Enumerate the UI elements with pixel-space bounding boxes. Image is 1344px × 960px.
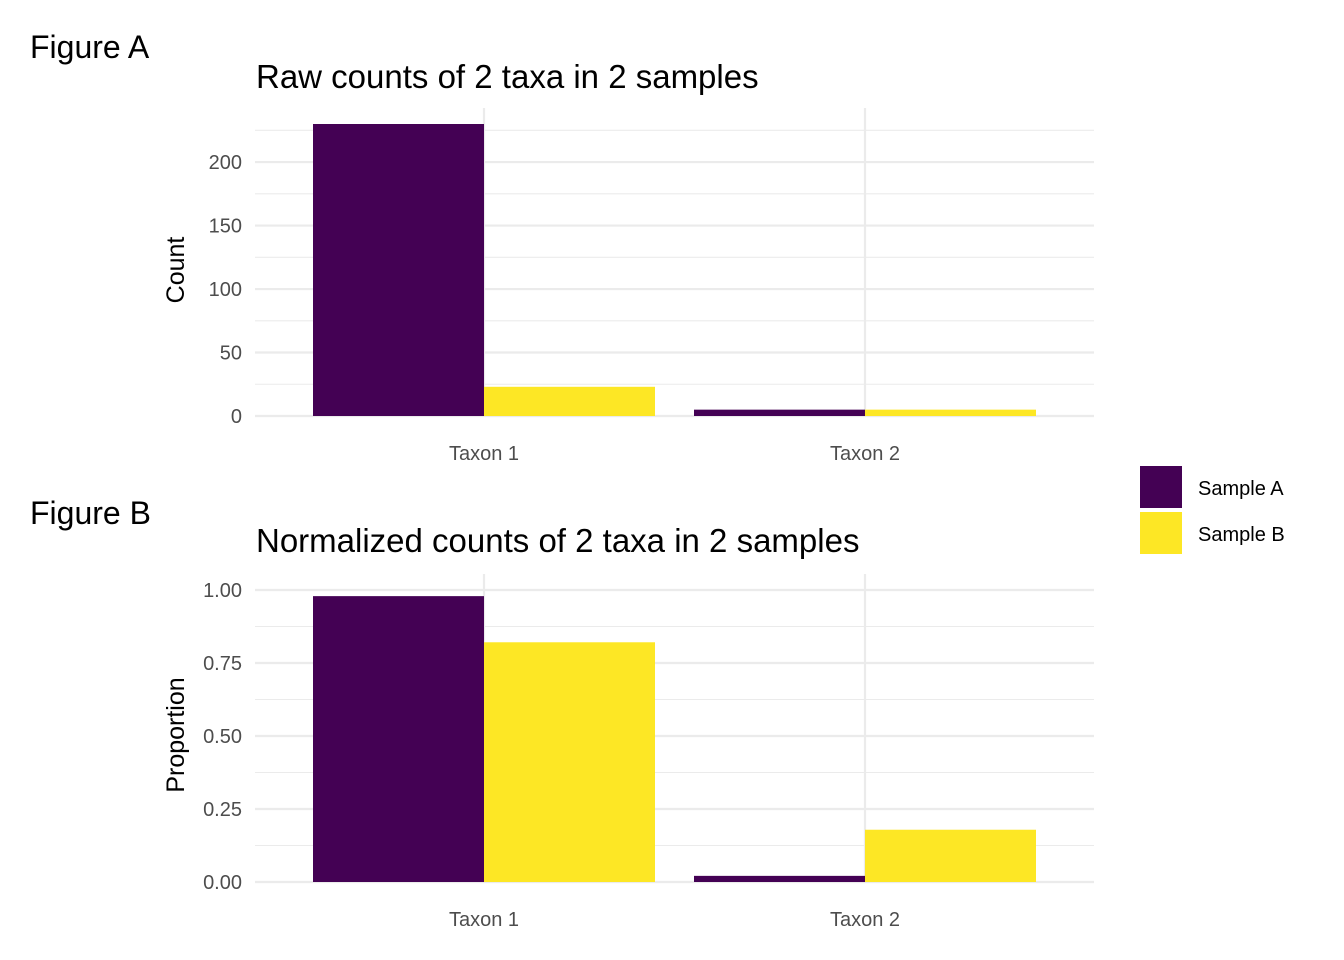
- y-axis-label: Proportion: [162, 677, 190, 792]
- y-tick-label: 0: [231, 406, 242, 428]
- figure-b-label: Figure B: [30, 495, 151, 531]
- chart-title: Raw counts of 2 taxa in 2 samples: [256, 58, 759, 95]
- legend-swatch-sample-a: [1140, 466, 1182, 508]
- bar-sample-b-taxon-1: [484, 386, 655, 416]
- figure-b-chart: 0.00 0.25 0.50 0.75 1.00 Taxon 1 Taxon 2 Normal…: [162, 522, 1094, 931]
- y-tick-label: 0.00: [203, 872, 242, 894]
- x-tick-label: Taxon 2: [830, 443, 900, 465]
- legend: Sample A Sample B: [1140, 466, 1285, 554]
- chart-title: Normalized counts of 2 taxa in 2 samples: [256, 522, 859, 559]
- y-axis-label: Count: [162, 237, 190, 304]
- bar-sample-a-taxon-1: [313, 124, 484, 416]
- y-tick-label: 1.00: [203, 580, 242, 602]
- bar-sample-a-taxon-2: [694, 875, 865, 882]
- figure-a-chart: 0 50 100 150 200 Taxon 1 Taxon 2 Raw counts of …: [162, 58, 1094, 465]
- legend-label-sample-a: Sample A: [1198, 478, 1284, 500]
- bar-sample-b-taxon-1: [484, 642, 655, 882]
- y-tick-label: 200: [209, 152, 242, 174]
- legend-swatch-sample-b: [1140, 512, 1182, 554]
- legend-label-sample-b: Sample B: [1198, 524, 1285, 546]
- y-tick-label: 0.75: [203, 653, 242, 675]
- x-tick-label: Taxon 1: [449, 443, 519, 465]
- y-tick-label: 0.50: [203, 726, 242, 748]
- bar-sample-b-taxon-2: [865, 829, 1036, 882]
- y-tick-label: 50: [220, 343, 242, 365]
- figure-a-label: Figure A: [30, 29, 150, 65]
- x-tick-label: Taxon 1: [449, 909, 519, 931]
- bar-sample-a-taxon-1: [313, 596, 484, 882]
- y-tick-label: 100: [209, 279, 242, 301]
- bar-sample-b-taxon-2: [865, 409, 1036, 416]
- x-tick-label: Taxon 2: [830, 909, 900, 931]
- y-tick-label: 0.25: [203, 799, 242, 821]
- bar-sample-a-taxon-2: [694, 409, 865, 416]
- y-tick-label: 150: [209, 216, 242, 238]
